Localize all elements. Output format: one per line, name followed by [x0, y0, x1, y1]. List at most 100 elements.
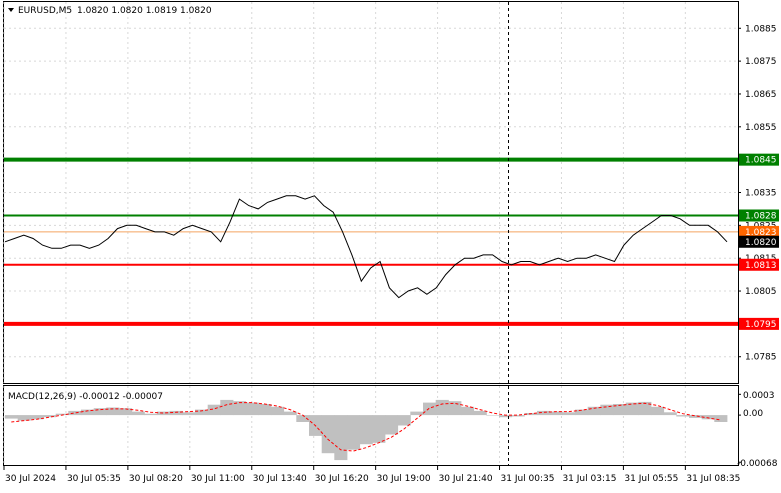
x-tick-label: 31 Jul 08:35 — [686, 474, 740, 484]
x-tick-label: 31 Jul 05:55 — [624, 474, 678, 484]
x-tick-label: 30 Jul 21:40 — [439, 474, 493, 484]
dropdown-triangle-icon[interactable] — [8, 8, 14, 12]
macd-histogram-bar — [233, 401, 247, 416]
price-series — [4, 195, 728, 299]
macd-histogram-bar — [283, 411, 297, 416]
macd-histogram-bar — [5, 415, 19, 419]
macd-histogram-bar — [385, 415, 399, 435]
macd-histogram-bar — [625, 402, 639, 416]
time-axis: 30 Jul 2024 30 Jul 05:35 30 Jul 08:20 30 Ju… — [3, 466, 740, 484]
y-tick-label: 1.0885 — [745, 24, 777, 34]
level-tag-label: 1.0823 — [745, 228, 777, 238]
macd-histogram-bar — [220, 399, 234, 416]
last-price-tag — [739, 235, 779, 248]
x-tick-label: 30 Jul 05:35 — [67, 474, 121, 484]
macd-histogram-bar — [131, 411, 145, 416]
grid — [3, 2, 738, 465]
macd-histogram-bar — [638, 401, 652, 416]
y-tick-label: 1.0865 — [745, 90, 777, 100]
last-price-label: 1.0820 — [745, 238, 777, 248]
macd-histogram-bar — [587, 406, 601, 416]
macd-histogram-bar — [651, 406, 665, 416]
macd-histogram-bar — [195, 409, 209, 416]
macd-tick-bottom: -0.00068 — [737, 459, 778, 469]
macd-histogram-bar — [473, 410, 487, 416]
macd-histogram-bar — [549, 411, 563, 416]
y-tick-label: 1.0785 — [745, 353, 777, 363]
macd-histogram-bar — [461, 406, 475, 416]
macd-histogram-bar — [714, 415, 728, 422]
x-tick-label: 30 Jul 16:20 — [315, 474, 369, 484]
macd-histogram-bar — [271, 406, 285, 416]
x-tick-label: 31 Jul 00:35 — [501, 474, 555, 484]
level-tag-label: 1.0828 — [745, 211, 777, 221]
macd-histogram-bar — [68, 410, 82, 416]
macd-histogram-bar — [157, 411, 171, 416]
y-tick-label: 1.0835 — [745, 189, 777, 199]
level-tag-label: 1.0813 — [745, 261, 777, 271]
level-tag-red — [739, 258, 779, 271]
x-tick-label: 31 Jul 03:15 — [562, 474, 616, 484]
macd-histogram-bar — [81, 409, 95, 416]
macd-histogram-bar — [397, 415, 411, 426]
x-tick-label: 30 Jul 11:00 — [191, 474, 245, 484]
macd-histogram-bar — [245, 402, 259, 416]
level-tag-green-strong — [739, 153, 779, 166]
macd-histogram-bar — [169, 410, 183, 416]
macd-histogram-bar — [537, 410, 551, 416]
macd-histogram-bar — [347, 415, 361, 450]
macd-histogram-bar — [600, 404, 614, 416]
macd-histogram-bar — [499, 415, 513, 418]
macd-histogram-bar — [663, 412, 677, 416]
ohlc-label: 1.0820 1.0820 1.0819 1.0820 — [77, 6, 212, 16]
macd-histogram-bar — [30, 415, 44, 420]
macd-histogram-bar — [372, 415, 386, 443]
price-axis: 1.08851.08751.08651.08551.08351.08251.08… — [738, 24, 779, 463]
macd-histogram-bar — [359, 415, 373, 445]
macd-histogram-bar — [207, 404, 221, 416]
level-tag-green — [739, 209, 779, 222]
x-tick-label: 30 Jul 13:40 — [253, 474, 307, 484]
x-tick-label: 30 Jul 08:20 — [129, 474, 183, 484]
macd-histogram-bar — [448, 401, 462, 416]
macd-histogram-bar — [258, 404, 272, 416]
price-line — [4, 195, 728, 299]
y-tick-label: 1.0875 — [745, 57, 777, 67]
macd-histogram-bar — [321, 415, 335, 454]
macd-histogram-bar — [575, 409, 589, 416]
macd-histogram-bar — [43, 415, 57, 418]
macd-histogram-bar — [182, 412, 196, 416]
macd-signal-line — [11, 402, 721, 452]
macd-histogram-bar — [334, 415, 348, 461]
y-tick-label: 1.0855 — [745, 123, 777, 133]
macd-histogram-bar — [701, 415, 715, 420]
x-tick-label: 30 Jul 2024 — [5, 474, 56, 484]
x-tick-label: 30 Jul 19:00 — [377, 474, 431, 484]
macd-histogram-bar — [55, 413, 69, 416]
level-tag-red-strong — [739, 317, 779, 330]
macd-histogram-bar — [296, 415, 310, 422]
macd-histogram-bar — [93, 408, 107, 416]
macd-histogram-bar — [486, 415, 500, 416]
macd-histogram-bar — [435, 399, 449, 416]
symbol-label: EURUSD,M5 — [18, 6, 72, 16]
macd-tick-top: 0.0003 — [743, 391, 775, 401]
macd-histogram-bar — [119, 408, 133, 416]
macd-histogram-bar — [423, 402, 437, 416]
macd-histogram-bar — [106, 407, 120, 416]
macd-histogram-bar — [562, 412, 576, 416]
macd-histogram-bar — [410, 411, 424, 416]
level-tag-current — [739, 225, 779, 238]
y-tick-label: 1.0805 — [745, 287, 777, 297]
macd-histogram-bar — [144, 413, 158, 416]
macd-label: MACD(12,26,9) -0.00012 -0.00007 — [8, 392, 163, 402]
macd-histogram-bar — [676, 415, 690, 417]
macd-tick-zero: 0.00 — [743, 409, 763, 419]
level-tag-label: 1.0845 — [745, 156, 777, 166]
levels — [4, 157, 738, 326]
macd-histogram-bar — [613, 404, 627, 416]
macd-histogram-bar — [511, 415, 525, 417]
macd-indicator — [5, 399, 728, 461]
